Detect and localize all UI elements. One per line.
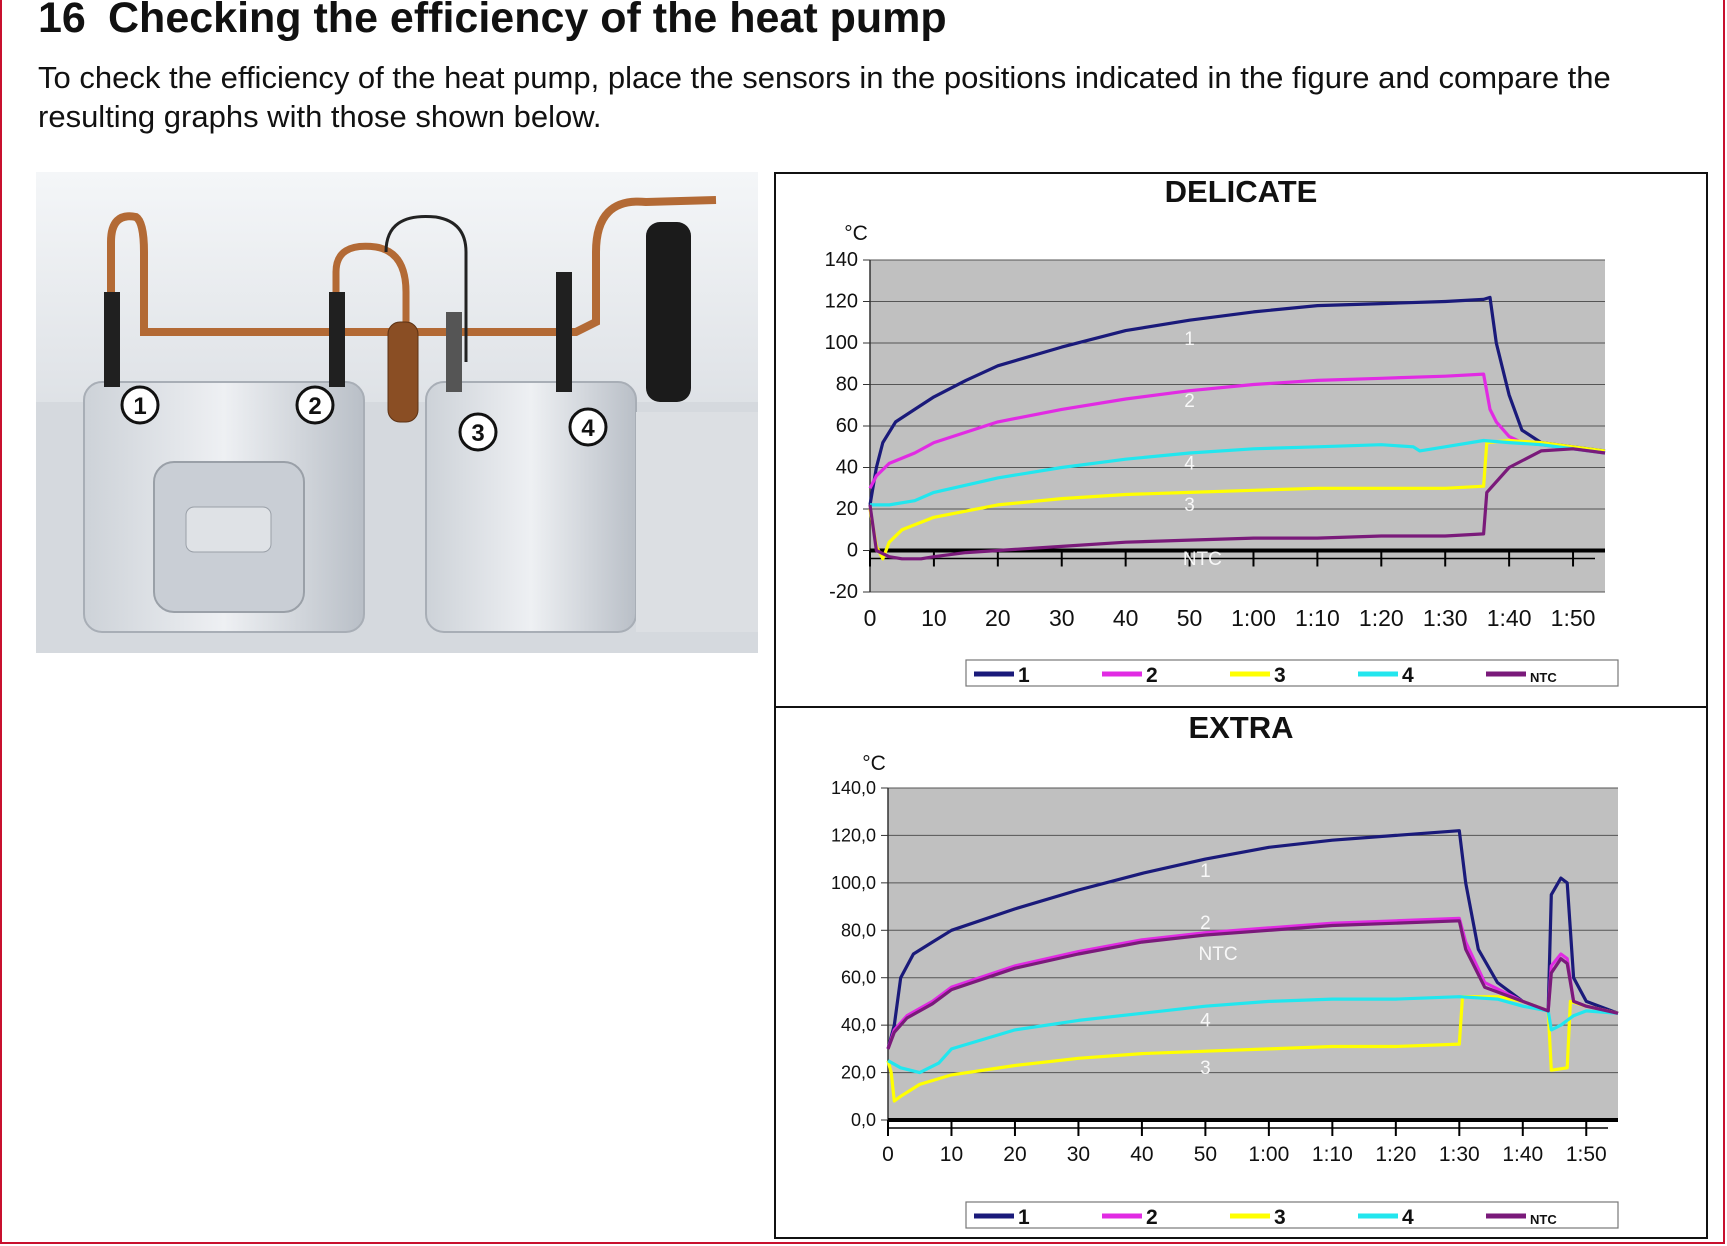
y-tick-label: 80: [836, 374, 858, 396]
x-tick-label: 1:20: [1375, 1143, 1416, 1166]
x-tick-label: 50: [1194, 1143, 1217, 1166]
series-line-ntc: [868, 447, 1606, 561]
x-tick-label: 1:30: [1423, 605, 1468, 631]
legend-label-2: 2: [1146, 1206, 1158, 1229]
y-tick-label: -20: [829, 581, 858, 603]
sensor-label-2: 2: [308, 393, 321, 420]
sensor-label-3: 3: [471, 420, 484, 447]
series-line-1: [868, 295, 1606, 506]
x-tick-label: 1:10: [1295, 605, 1340, 631]
x-tick-label: 1:00: [1231, 605, 1276, 631]
legend-label-2: 2: [1146, 664, 1158, 687]
x-tick-label: 1:20: [1359, 605, 1404, 631]
y-tick-label: 0,0: [851, 1110, 876, 1130]
x-tick-label: 1:40: [1502, 1143, 1543, 1166]
x-tick-label: 1:50: [1551, 605, 1596, 631]
series-line-4: [887, 995, 1619, 1075]
sensor-label-1: 1: [133, 393, 146, 420]
charts-divider: [774, 706, 1708, 708]
legend-label-3: 3: [1274, 1206, 1286, 1229]
x-tick-label: 10: [940, 1143, 963, 1166]
chart-extra-svg: 140,0 120,0 100,0 80,0 60,0 40,0 20,0 0,0 0 10 20 3…: [831, 752, 1619, 1229]
y-tick-label: 100: [825, 332, 858, 354]
legend-label-4: 4: [1402, 1206, 1414, 1229]
legend-label-4: 4: [1402, 664, 1414, 687]
x-tick-label: 1:50: [1566, 1143, 1607, 1166]
x-tick-label: 0: [882, 1143, 894, 1166]
y-tick-label: 140,0: [831, 778, 876, 798]
series-label-1: 1: [1200, 861, 1211, 882]
y-axis-label: °C: [844, 222, 868, 245]
series-label-ntc: NTC: [1183, 549, 1222, 570]
y-tick-label: 0: [847, 540, 858, 562]
chart-delicate: DELICATE 140 120 100 80 60 40 20 0 -20 0 10 20 30 40 5…: [774, 174, 1708, 706]
series-line-3: [886, 995, 1619, 1103]
y-tick-label: 80,0: [841, 920, 876, 940]
section-title: Checking the efficiency of the heat pump: [108, 0, 947, 42]
series-label-2: 2: [1184, 391, 1195, 412]
x-tick-label: 1:10: [1312, 1143, 1353, 1166]
y-tick-label: 140: [825, 249, 858, 271]
y-tick-label: 40: [836, 457, 858, 479]
sensor-marker-2: 2: [295, 385, 335, 425]
intro-paragraph: To check the efficiency of the heat pump…: [38, 60, 1611, 134]
series-line-2: [886, 916, 1619, 1050]
heat-pump-photo: 1 2 3 4: [36, 172, 758, 653]
chart-title-delicate: DELICATE: [1164, 174, 1318, 209]
x-tick-label: 1:30: [1439, 1143, 1480, 1166]
y-tick-label: 40,0: [841, 1015, 876, 1035]
series-label-3: 3: [1184, 495, 1195, 516]
x-tick-label: 30: [1067, 1143, 1090, 1166]
legend-label-ntc: NTC: [1530, 670, 1557, 685]
black-hose: [646, 222, 691, 402]
x-tick-label: 1:40: [1487, 605, 1532, 631]
series-line-ntc: [886, 919, 1619, 1050]
series-label-3: 3: [1200, 1058, 1211, 1079]
sensor-marker-1: 1: [120, 385, 160, 425]
series-label-2: 2: [1200, 913, 1211, 934]
sensor-marker-4: 4: [568, 407, 608, 447]
x-tick-label: 40: [1113, 605, 1139, 631]
legend-label-1: 1: [1018, 1206, 1030, 1229]
series-label-1: 1: [1184, 329, 1195, 350]
legend-label-3: 3: [1274, 664, 1286, 687]
series-label-ntc: NTC: [1199, 944, 1238, 965]
section-number: 16: [38, 0, 86, 42]
y-tick-label: 60,0: [841, 968, 876, 988]
y-tick-label: 120: [825, 291, 858, 313]
series-label-4: 4: [1184, 453, 1195, 474]
x-tick-label: 20: [985, 605, 1011, 631]
y-tick-label: 100,0: [831, 873, 876, 893]
y-axis-label: °C: [862, 752, 886, 775]
y-tick-label: 20,0: [841, 1063, 876, 1083]
y-tick-label: 60: [836, 415, 858, 437]
series-line-1: [886, 829, 1619, 1050]
x-tick-label: 30: [1049, 605, 1075, 631]
x-tick-label: 20: [1003, 1143, 1026, 1166]
legend-label-ntc: NTC: [1530, 1212, 1557, 1227]
x-tick-label: 0: [864, 605, 877, 631]
y-tick-label: 120,0: [831, 825, 876, 845]
sensor-label-4: 4: [581, 415, 595, 442]
series-label-4: 4: [1200, 1010, 1211, 1031]
chart-extra: EXTRA 140,0 120,0 100,0 80,0 60,0 40,0 20,0 0,0…: [774, 710, 1708, 1238]
series-line-4: [870, 438, 1606, 507]
y-tick-label: 20: [836, 498, 858, 520]
chart-delicate-svg: 140 120 100 80 60 40 20 0 -20 0 10 20 30 40 50 1:00 1:10…: [825, 222, 1619, 687]
x-tick-label: 10: [921, 605, 947, 631]
x-tick-label: 50: [1177, 605, 1203, 631]
sensor-marker-3: 3: [458, 412, 498, 452]
charts-container: [774, 172, 1708, 1239]
copper-pipe: [107, 196, 717, 347]
legend-label-1: 1: [1018, 664, 1030, 687]
plot-area: [888, 788, 1618, 1120]
x-tick-label: 1:00: [1248, 1143, 1289, 1166]
x-tick-label: 40: [1130, 1143, 1153, 1166]
chart-title-extra: EXTRA: [1188, 710, 1294, 745]
